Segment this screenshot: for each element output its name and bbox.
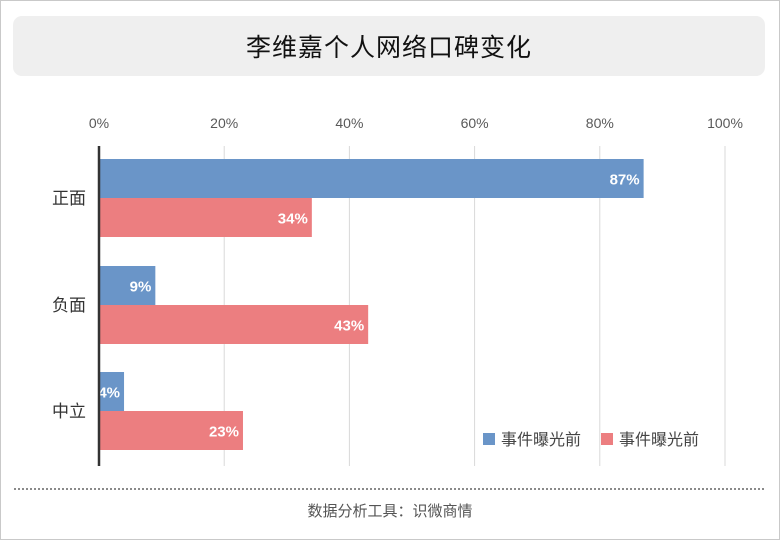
x-tick-label: 40% — [335, 115, 363, 131]
x-tick-label: 0% — [89, 115, 109, 131]
chart-title: 李维嘉个人网络口碑变化 — [245, 33, 532, 62]
data-label: 87% — [610, 172, 640, 189]
legend-label: 事件曝光前 — [501, 430, 581, 449]
legend-swatch — [483, 433, 495, 445]
category-label: 负面 — [52, 296, 86, 316]
x-tick-label: 20% — [210, 115, 238, 131]
bar — [99, 305, 369, 344]
x-tick-label: 60% — [461, 115, 489, 131]
category-label: 中立 — [52, 402, 86, 422]
chart-title-box: 李维嘉个人网络口碑变化 — [13, 16, 765, 76]
footer-divider — [14, 488, 764, 490]
data-label: 23% — [209, 424, 239, 441]
bar — [99, 159, 644, 198]
bar — [99, 372, 125, 411]
bar — [99, 198, 312, 237]
data-label: 9% — [130, 279, 152, 296]
x-tick-label: 100% — [707, 115, 743, 131]
category-label: 正面 — [52, 189, 86, 209]
footer-source: 数据分析工具：识微商情 — [307, 502, 473, 520]
bar — [99, 411, 243, 450]
bar — [99, 266, 156, 305]
data-label: 43% — [334, 318, 364, 335]
legend-label: 事件曝光前 — [619, 430, 699, 449]
data-label: 34% — [278, 211, 308, 228]
x-tick-label: 80% — [586, 115, 614, 131]
legend-swatch — [601, 433, 613, 445]
data-label: 4% — [98, 385, 120, 402]
